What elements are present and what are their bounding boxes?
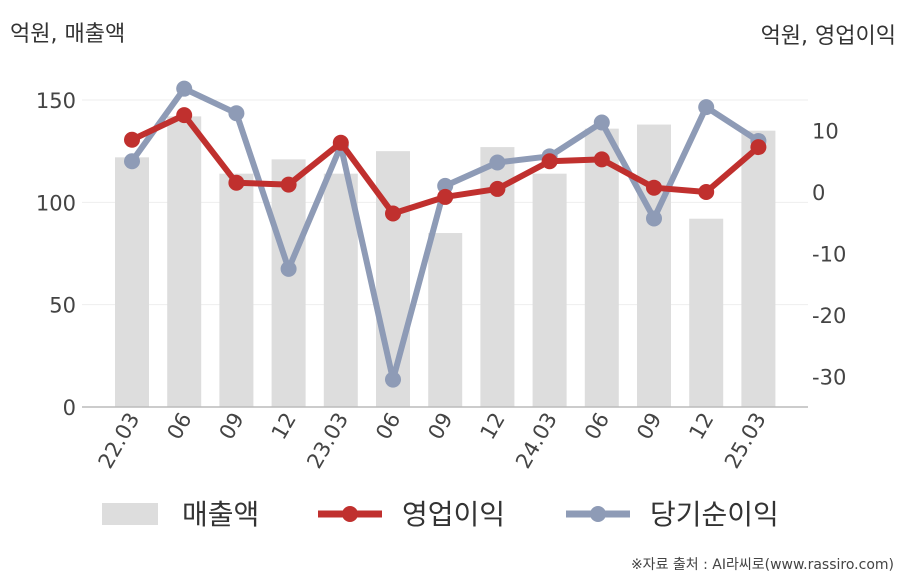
x-tick-label: 06 <box>371 409 405 444</box>
bar <box>428 233 463 407</box>
data-point <box>593 151 610 168</box>
data-point <box>541 153 558 170</box>
x-tick-label: 12 <box>267 409 301 444</box>
x-tick-label: 09 <box>215 409 249 444</box>
bar-series-revenue <box>115 116 776 408</box>
x-tick-label: 12 <box>476 409 510 444</box>
right-tick-label: -20 <box>812 304 846 328</box>
left-tick-label: 0 <box>63 396 76 420</box>
x-tick-label: 06 <box>162 409 196 444</box>
left-tick-label: 100 <box>36 191 76 215</box>
data-point <box>646 210 662 227</box>
data-point <box>332 134 349 151</box>
data-point <box>228 105 245 122</box>
legend-marker-operating-profit <box>342 506 358 522</box>
data-point <box>698 99 715 116</box>
legend-label-operating-profit: 영업이익 <box>402 498 505 531</box>
line-series-group <box>124 80 767 388</box>
left-axis-unit: 억원, 매출액 <box>10 22 126 47</box>
data-point <box>646 179 662 196</box>
bar <box>741 130 776 407</box>
right-tick-label: 10 <box>812 120 839 144</box>
right-axis-ticks: 10 0 -10 -20 -30 <box>812 120 846 390</box>
data-point <box>593 114 610 131</box>
x-tick-label: 09 <box>632 409 666 444</box>
data-point <box>489 180 506 197</box>
bar <box>323 173 358 407</box>
bar <box>219 173 254 407</box>
x-tick-label: 24.03 <box>511 409 562 473</box>
source-note: ※자료 출처 : AI라씨로(www.rassiro.com) <box>630 557 894 573</box>
data-point <box>437 177 454 194</box>
right-tick-label: -30 <box>812 366 846 390</box>
data-point <box>176 107 193 124</box>
left-axis-ticks: 0 50 100 150 <box>36 89 76 420</box>
data-point <box>385 205 401 222</box>
bar <box>637 124 671 407</box>
x-tick-label: 22.03 <box>93 409 144 473</box>
legend-swatch-revenue <box>102 503 158 525</box>
right-axis-unit: 억원, 영업이익 <box>760 24 896 49</box>
legend-label-net-income: 당기순이익 <box>650 498 779 531</box>
line-series-group <box>124 107 767 222</box>
legend-marker-net-income <box>590 506 606 522</box>
legend: 매출액 영업이익 당기순이익 <box>102 498 779 531</box>
x-tick-label: 12 <box>684 409 718 444</box>
bar <box>689 218 724 407</box>
bar <box>584 128 619 408</box>
data-point <box>489 154 506 171</box>
data-point <box>176 80 193 97</box>
left-tick-label: 150 <box>36 89 76 113</box>
bar <box>532 173 567 407</box>
data-point <box>228 174 245 191</box>
bar <box>167 116 202 407</box>
data-point <box>437 188 454 205</box>
data-point <box>280 260 297 277</box>
bar <box>115 157 149 407</box>
data-point <box>385 371 401 388</box>
right-tick-label: 0 <box>812 181 825 205</box>
x-tick-label: 25.03 <box>720 409 771 473</box>
x-tick-label: 23.03 <box>302 409 353 473</box>
right-tick-label: -10 <box>812 243 846 267</box>
data-point <box>280 176 297 193</box>
x-tick-label: 06 <box>580 409 614 444</box>
data-point <box>124 131 140 148</box>
data-point <box>750 139 767 156</box>
left-tick-label: 50 <box>49 294 76 318</box>
x-tick-label: 09 <box>423 409 457 444</box>
bar <box>271 159 306 407</box>
data-point <box>698 184 715 200</box>
legend-label-revenue: 매출액 <box>182 498 259 531</box>
x-axis-ticks: 22.03 06 09 12 23.03 06 09 12 24.03 06 09 12 25.03 <box>93 409 770 473</box>
line-series <box>124 80 767 388</box>
data-point <box>124 153 140 170</box>
